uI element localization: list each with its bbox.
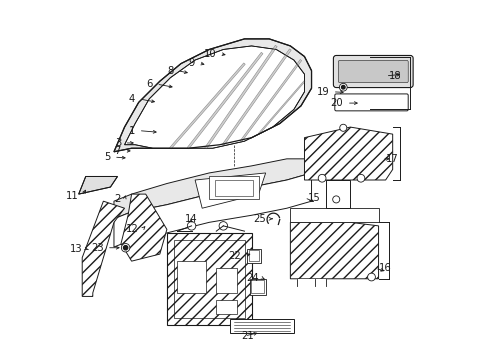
Text: 6: 6 <box>146 79 152 89</box>
FancyBboxPatch shape <box>230 319 293 333</box>
Polygon shape <box>124 46 304 148</box>
Text: 13: 13 <box>69 244 82 254</box>
Circle shape <box>318 174 325 182</box>
Text: 25: 25 <box>252 214 265 224</box>
Circle shape <box>332 196 339 203</box>
FancyBboxPatch shape <box>216 300 237 314</box>
FancyBboxPatch shape <box>216 268 237 293</box>
Text: 12: 12 <box>125 224 139 234</box>
Polygon shape <box>79 176 117 194</box>
Polygon shape <box>114 39 311 152</box>
Circle shape <box>187 222 195 230</box>
Circle shape <box>341 85 345 89</box>
Text: 9: 9 <box>188 58 195 68</box>
FancyBboxPatch shape <box>249 279 265 294</box>
FancyBboxPatch shape <box>333 55 412 87</box>
Polygon shape <box>204 45 277 149</box>
FancyBboxPatch shape <box>247 249 260 263</box>
Text: 22: 22 <box>228 251 241 261</box>
Circle shape <box>339 83 346 91</box>
Polygon shape <box>114 159 311 219</box>
Text: 4: 4 <box>129 94 135 104</box>
FancyBboxPatch shape <box>251 280 264 293</box>
Polygon shape <box>82 201 124 296</box>
FancyBboxPatch shape <box>177 261 205 293</box>
Text: 17: 17 <box>385 154 398 164</box>
Text: 24: 24 <box>245 273 258 283</box>
Text: 7: 7 <box>114 146 121 156</box>
Text: 2: 2 <box>114 194 121 204</box>
FancyBboxPatch shape <box>248 250 259 261</box>
Polygon shape <box>195 173 265 208</box>
Polygon shape <box>304 127 392 180</box>
Text: 1: 1 <box>128 126 135 136</box>
Polygon shape <box>169 63 245 149</box>
Text: 5: 5 <box>104 152 110 162</box>
Polygon shape <box>325 180 349 208</box>
FancyBboxPatch shape <box>338 60 407 83</box>
Text: 18: 18 <box>388 71 401 81</box>
FancyBboxPatch shape <box>214 180 253 196</box>
Circle shape <box>339 124 346 131</box>
Text: 21: 21 <box>241 331 254 341</box>
Polygon shape <box>240 59 301 142</box>
Text: 10: 10 <box>203 49 216 59</box>
Polygon shape <box>297 279 325 286</box>
Polygon shape <box>290 222 378 279</box>
Text: 3: 3 <box>115 138 121 148</box>
Polygon shape <box>258 81 305 135</box>
Polygon shape <box>187 52 263 149</box>
Circle shape <box>123 246 127 250</box>
Text: 15: 15 <box>307 193 320 203</box>
Circle shape <box>356 174 364 182</box>
Circle shape <box>121 243 130 252</box>
Text: 8: 8 <box>167 66 174 76</box>
FancyBboxPatch shape <box>334 94 407 111</box>
Text: 16: 16 <box>378 263 390 273</box>
Text: 11: 11 <box>66 191 79 201</box>
Polygon shape <box>121 194 166 261</box>
Polygon shape <box>166 233 251 325</box>
Polygon shape <box>290 208 378 222</box>
Text: 20: 20 <box>330 98 343 108</box>
FancyBboxPatch shape <box>209 176 258 199</box>
Text: 23: 23 <box>91 243 103 253</box>
Circle shape <box>367 273 375 281</box>
Text: 19: 19 <box>316 87 328 97</box>
Circle shape <box>219 222 227 230</box>
Text: 14: 14 <box>185 214 198 224</box>
Polygon shape <box>222 49 291 145</box>
Polygon shape <box>114 173 311 247</box>
